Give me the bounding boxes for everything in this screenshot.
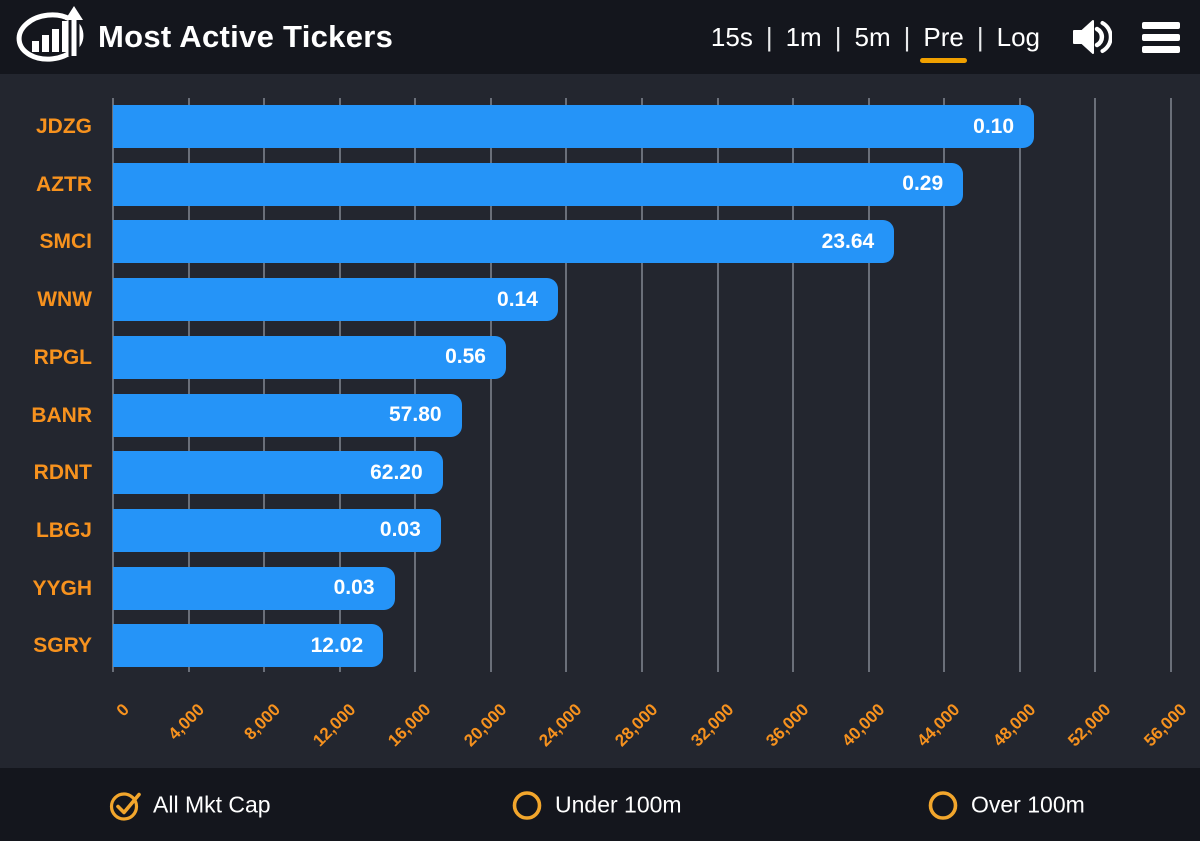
bar-value-label: 0.03 (379, 518, 421, 542)
x-axis-tick-label: 24,000 (535, 700, 586, 751)
x-axis-tick-label: 0 (112, 700, 133, 721)
bar-value-label: 23.64 (821, 229, 875, 253)
interval-log[interactable]: Log (996, 21, 1040, 52)
bar-wnw[interactable]: 0.14 (113, 278, 558, 322)
market-cap-filter-bar: All Mkt Cap Under 100m Over 100m (0, 768, 1200, 841)
gridline (112, 98, 114, 672)
interval-pre[interactable]: Pre (920, 21, 968, 63)
radio-unchecked-icon (926, 787, 961, 822)
ticker-label-jdzg[interactable]: JDZG (35, 115, 92, 138)
header-right: 15s | 1m | 5m | Pre | Log (710, 18, 1200, 63)
ticker-label-rdnt[interactable]: RDNT (33, 461, 92, 485)
bar-value-label: 12.02 (310, 633, 364, 657)
hamburger-menu-icon[interactable] (1142, 21, 1180, 53)
header: Most Active Tickers 15s | 1m | 5m | Pre | Log (0, 0, 1200, 74)
gridline (1094, 98, 1097, 672)
filter-option-label: All Mkt Cap (153, 791, 271, 817)
gridline (1170, 98, 1172, 672)
ticker-label-lbgj[interactable]: LBGJ (35, 518, 92, 542)
filter-option-over-100m[interactable]: Over 100m (926, 787, 1085, 822)
interval-separator: | (765, 21, 773, 52)
filter-option-label: Over 100m (971, 791, 1085, 817)
bar-lbgj[interactable]: 0.03 (113, 508, 441, 552)
bar-value-label: 0.14 (497, 287, 538, 311)
ticker-label-yygh[interactable]: YYGH (32, 576, 92, 600)
ticker-label-wnw[interactable]: WNW (37, 288, 92, 312)
bar-jdzg[interactable]: 0.10 (113, 105, 1035, 148)
gridline (641, 98, 643, 672)
gridline (565, 98, 568, 672)
bar-value-label: 62.20 (370, 460, 423, 484)
interval-1m[interactable]: 1m (785, 21, 822, 52)
ticker-label-rpgl[interactable]: RPGL (33, 345, 92, 369)
ticker-label-aztr[interactable]: AZTR (36, 172, 92, 196)
x-axis-tick-label: 16,000 (384, 700, 435, 751)
x-axis-tick-label: 44,000 (913, 700, 964, 751)
bar-value-label: 0.10 (973, 114, 1015, 138)
ticker-label-smci[interactable]: SMCI (39, 230, 93, 254)
radio-unchecked-icon (510, 787, 545, 822)
filter-option-under-100m[interactable]: Under 100m (510, 787, 682, 822)
x-axis-tick-label: 40,000 (837, 700, 889, 751)
x-axis-tick-label: 4,000 (164, 700, 209, 744)
bar-smci[interactable]: 23.64 (113, 220, 895, 264)
x-axis-tick-label: 52,000 (1064, 700, 1115, 751)
interval-separator: | (976, 21, 984, 52)
gridline (187, 98, 190, 672)
bar-value-label: 0.56 (445, 345, 486, 369)
bar-value-label: 0.03 (333, 576, 375, 600)
filter-option-label: Under 100m (555, 791, 682, 817)
interval-5m[interactable]: 5m (854, 21, 891, 52)
page-title: Most Active Tickers (98, 19, 394, 54)
bar-sgry[interactable]: 12.02 (113, 624, 384, 668)
x-axis-tick-label: 32,000 (686, 700, 738, 751)
ticker-label-banr[interactable]: BANR (31, 403, 92, 427)
gridline (1018, 98, 1021, 672)
bar-value-label: 0.29 (902, 172, 944, 196)
gridline (867, 98, 870, 672)
x-axis-tick-label: 28,000 (611, 700, 662, 751)
interval-switcher: 15s | 1m | 5m | Pre | Log (710, 21, 1040, 63)
gridline (263, 98, 266, 672)
bar-rdnt[interactable]: 62.20 (113, 451, 443, 495)
most-active-tickers-chart: 0 4,000 8,000 12,000 16,000 20,000 24,000 28,00… (0, 74, 1200, 768)
gridline (489, 98, 492, 672)
x-axis-tick-label: 56,000 (1140, 700, 1191, 751)
x-axis-tick-label: 20,000 (460, 700, 511, 751)
gridline (943, 98, 946, 672)
stock-chart-logo-icon (12, 4, 90, 71)
ticker-label-sgry[interactable]: SGRY (33, 634, 92, 658)
bar-yygh[interactable]: 0.03 (113, 566, 395, 610)
bar-banr[interactable]: 57.80 (113, 393, 462, 437)
interval-separator: | (834, 21, 842, 52)
filter-option-all-mkt-cap[interactable]: All Mkt Cap (108, 787, 271, 822)
gridline (716, 98, 719, 672)
bar-rpgl[interactable]: 0.56 (113, 335, 506, 379)
gridline (792, 98, 795, 672)
brand: Most Active Tickers (0, 4, 393, 71)
interval-separator: | (903, 21, 911, 52)
bar-value-label: 57.80 (389, 403, 442, 426)
radio-checked-icon (108, 787, 143, 822)
x-axis-tick-label: 48,000 (989, 700, 1040, 751)
gridline (414, 98, 417, 672)
volume-icon[interactable] (1070, 18, 1112, 56)
interval-15s[interactable]: 15s (710, 21, 753, 52)
gridline (338, 98, 341, 672)
x-axis-tick-label: 8,000 (240, 700, 284, 744)
x-axis-tick-label: 12,000 (308, 700, 360, 751)
bar-aztr[interactable]: 0.29 (113, 162, 964, 206)
x-axis-tick-label: 36,000 (762, 700, 813, 751)
